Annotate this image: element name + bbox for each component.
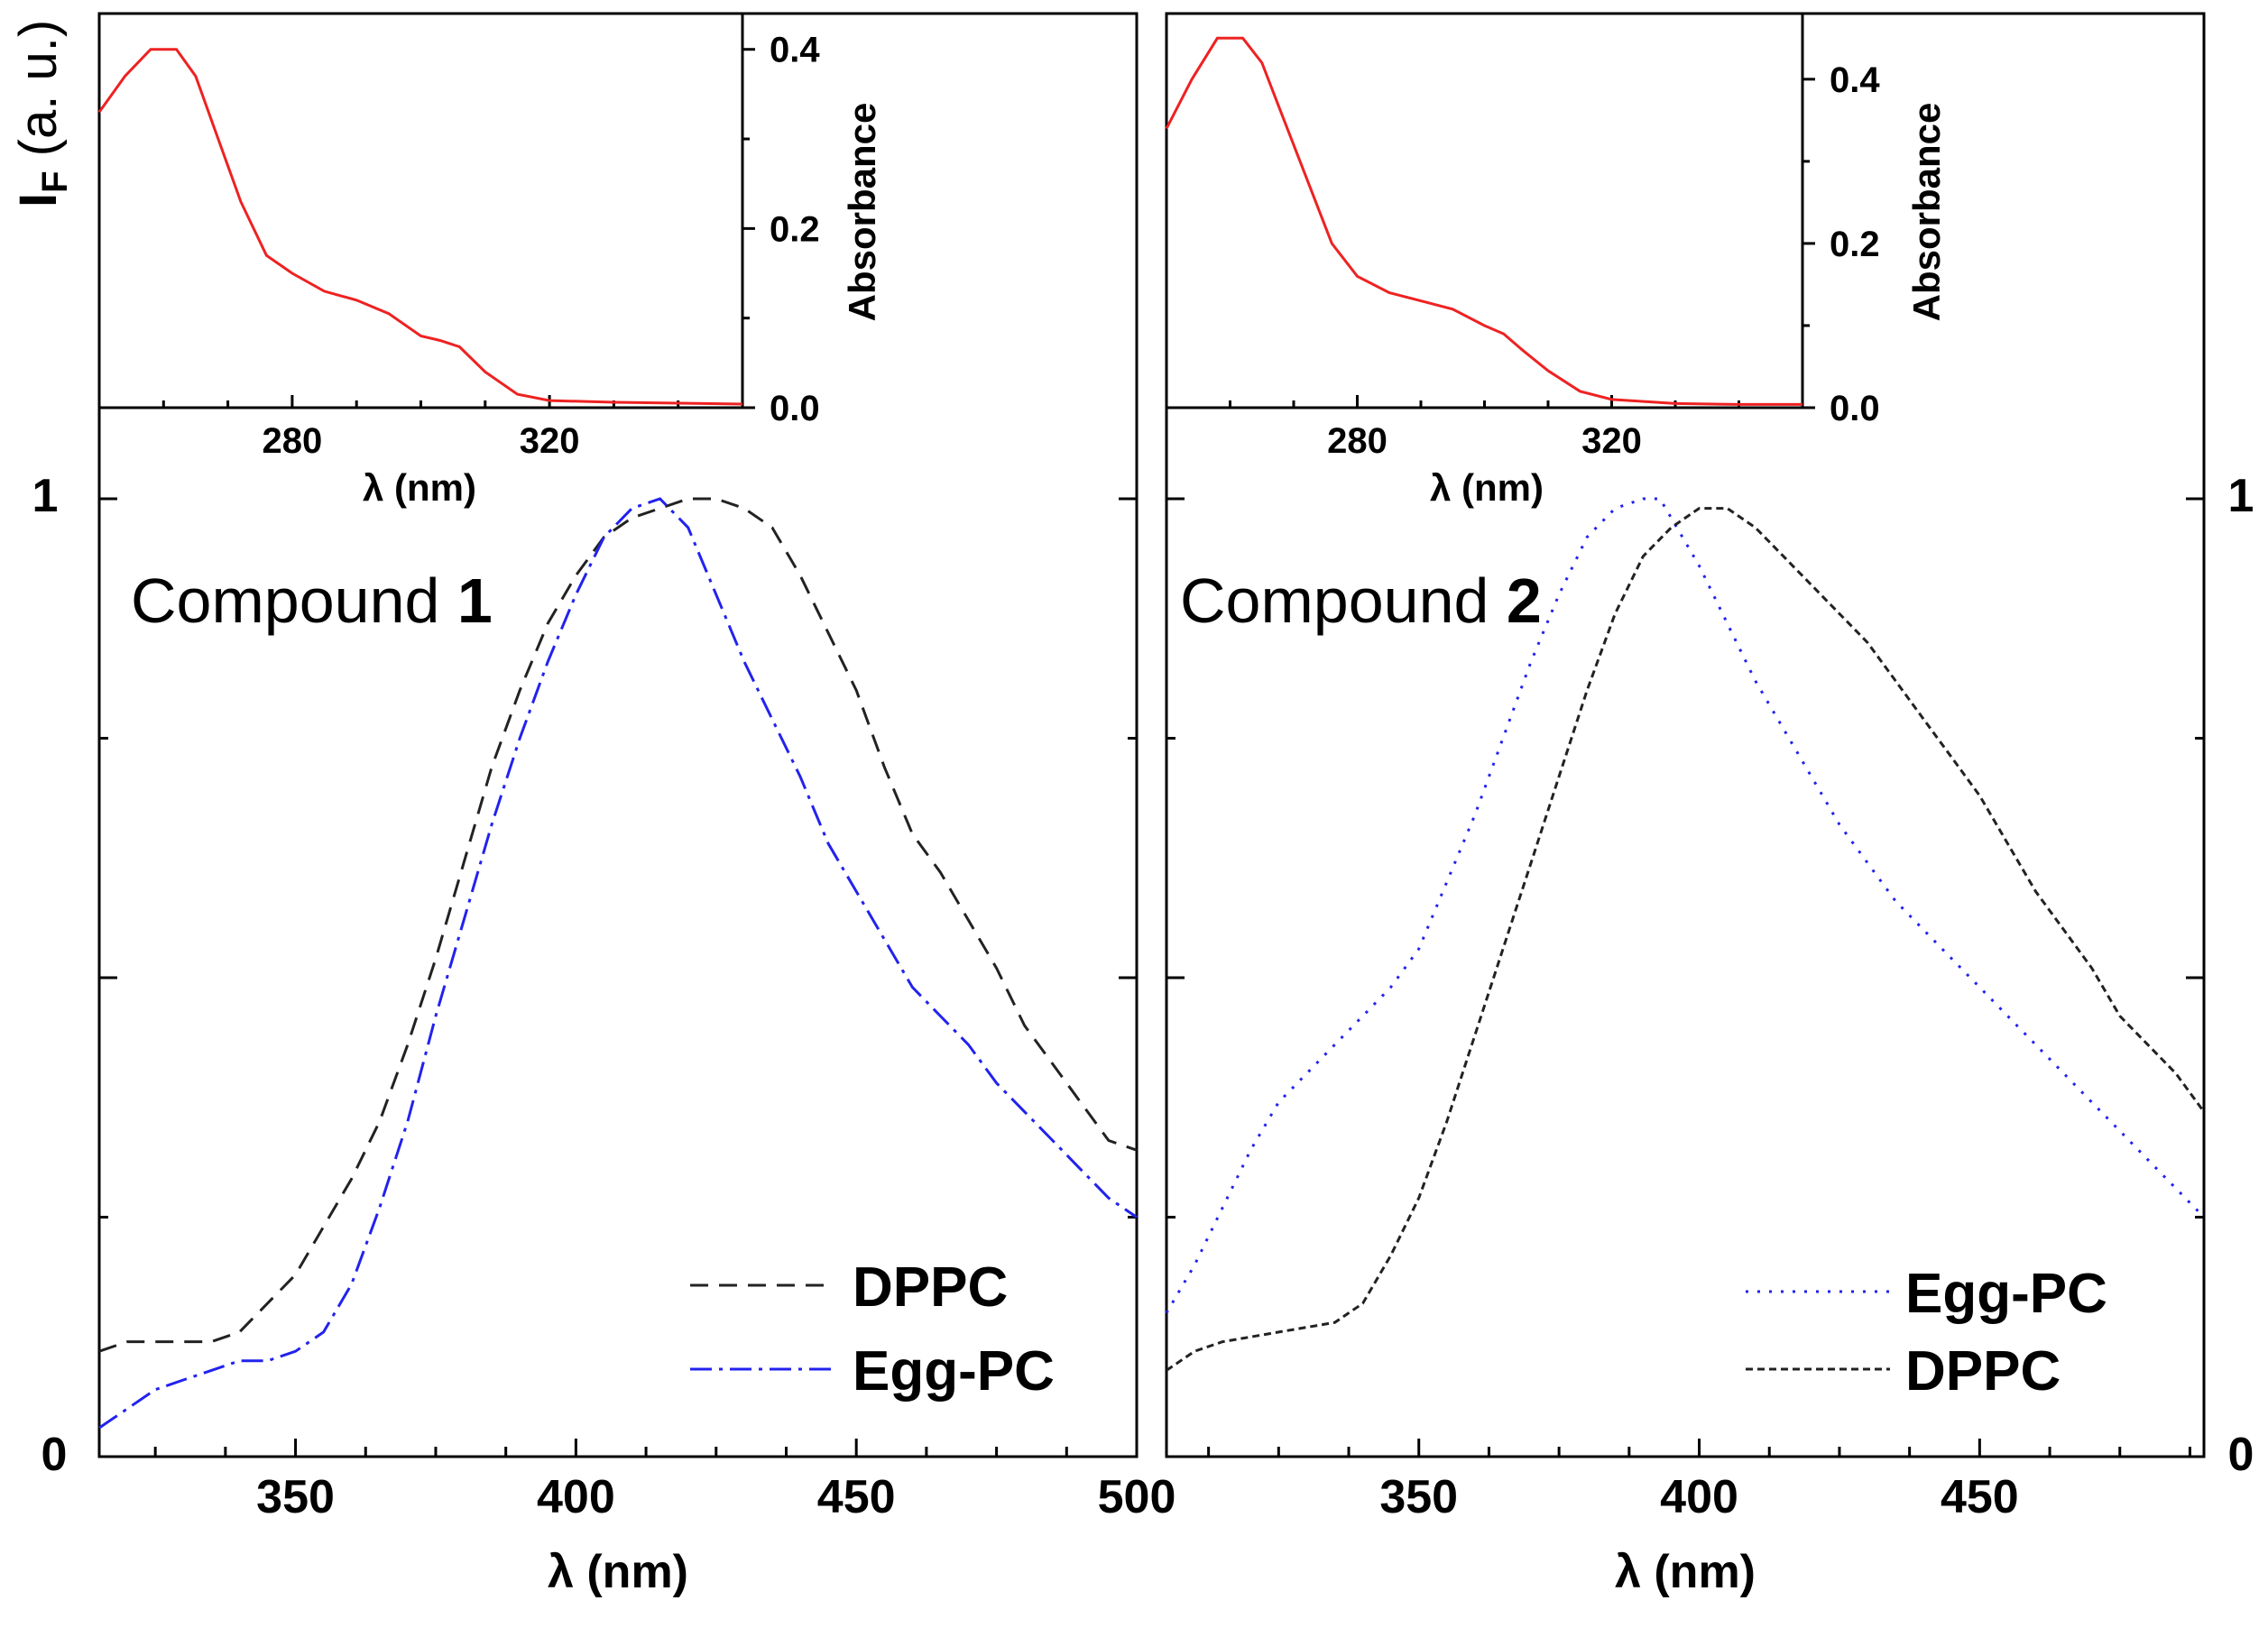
legend-2-dppc-label: DPPC — [1905, 1340, 2061, 1403]
inset-2-y-ticks: 0.0 0.2 0.4 — [1802, 60, 1880, 428]
inset-2-x-ticks: 280 320 — [1229, 395, 1740, 461]
x-tick-label: 350 — [256, 1471, 335, 1523]
inset-y-tick-label: 0.4 — [1830, 60, 1880, 100]
panel-1-y-ticks — [99, 497, 1137, 1458]
legend-1-dppc-label: DPPC — [853, 1256, 1008, 1319]
y-axis-label-main: I — [9, 193, 68, 207]
inset-y-tick-label: 0.0 — [770, 389, 820, 428]
series-line-dppc — [1166, 507, 2206, 1372]
y-tick-right-0: 0 — [2228, 1429, 2254, 1481]
panel-2-legend: Egg-PC DPPC — [1746, 1263, 2107, 1403]
panel-1-legend: DPPC Egg-PC — [690, 1256, 1055, 1403]
panel-1-x-ticks: 350 400 450 500 — [153, 1439, 1176, 1523]
series-line-dppc — [98, 497, 1138, 1353]
inset-1-frame — [97, 12, 744, 409]
x-tick-label: 400 — [1660, 1471, 1738, 1523]
y-axis-label-suffix: (a. u.) — [9, 20, 68, 171]
panel-1-x-axis-label: λ (nm) — [548, 1546, 688, 1598]
panel-compound-2: 350 400 450 λ (nm) Compound 2 Egg-PC DPPC … — [1165, 12, 2206, 1598]
x-tick-label: 500 — [1098, 1471, 1176, 1523]
panel-2-frame — [1165, 12, 2206, 1458]
panel-2-inset: 280 320 0.0 0.2 0.4 λ (nm) Absorbance — [1165, 12, 1948, 509]
inset-x-tick-label: 320 — [1581, 421, 1642, 461]
x-tick-label: 450 — [1941, 1471, 2019, 1523]
inset-x-tick-label: 280 — [263, 421, 323, 461]
inset-y-tick-label: 0.2 — [1830, 225, 1880, 264]
inset-y-tick-label: 0.4 — [770, 31, 820, 70]
panel-1-compound-text: Compound — [131, 566, 457, 636]
panel-1-inset: 280 320 0.0 0.2 0.4 λ (nm) Absorbance — [97, 12, 883, 509]
inset-2-frame — [1165, 12, 1804, 409]
panel-1-compound-label: Compound 1 — [131, 566, 493, 636]
panel-2-x-ticks: 350 400 450 — [1207, 1439, 2191, 1523]
inset-absorbance-line — [97, 48, 743, 406]
panel-1-compound-number: 1 — [457, 566, 493, 636]
x-tick-label: 400 — [537, 1471, 615, 1523]
inset-1-x-axis-label: λ (nm) — [363, 466, 476, 509]
y-tick-left-0: 0 — [41, 1429, 68, 1481]
y-axis-label-sub: F — [35, 170, 75, 192]
panel-2-compound-number: 2 — [1507, 566, 1542, 636]
inset-2-curves — [1165, 36, 1802, 406]
inset-absorbance-line — [1165, 36, 1802, 406]
inset-x-tick-label: 320 — [520, 421, 580, 461]
panel-2-y-ticks — [1166, 497, 2204, 1458]
inset-1-x-ticks: 280 320 — [161, 395, 680, 461]
inset-y-tick-label: 0.2 — [770, 209, 820, 249]
inset-1-y-ticks: 0.0 0.2 0.4 — [742, 31, 820, 428]
x-tick-label: 350 — [1379, 1471, 1458, 1523]
x-tick-label: 450 — [817, 1471, 896, 1523]
y-tick-left-1: 1 — [32, 470, 59, 522]
panel-2-x-axis-label: λ (nm) — [1615, 1546, 1756, 1598]
inset-2-x-axis-label: λ (nm) — [1430, 466, 1544, 509]
panel-2-compound-text: Compound — [1180, 566, 1507, 636]
inset-y-tick-label: 0.0 — [1830, 389, 1880, 428]
y-tick-right-1: 1 — [2228, 470, 2254, 522]
y-axis-label: IF (a. u.) — [9, 20, 75, 207]
panel-2-curves — [1165, 497, 2206, 1372]
series-line-egg-pc — [98, 497, 1138, 1430]
legend-2-eggpc-label: Egg-PC — [1905, 1263, 2107, 1325]
inset-1-y-axis-label: Absorbance — [841, 103, 883, 322]
inset-x-tick-label: 280 — [1327, 421, 1388, 461]
panel-2-compound-label: Compound 2 — [1180, 566, 1542, 636]
inset-2-y-axis-label: Absorbance — [1905, 103, 1948, 322]
panel-compound-1: 350 400 450 500 λ (nm) Compound 1 DPPC Egg-… — [97, 12, 1176, 1598]
legend-1-eggpc-label: Egg-PC — [853, 1340, 1055, 1403]
inset-1-curves — [97, 48, 743, 406]
panel-1-curves — [98, 497, 1138, 1430]
